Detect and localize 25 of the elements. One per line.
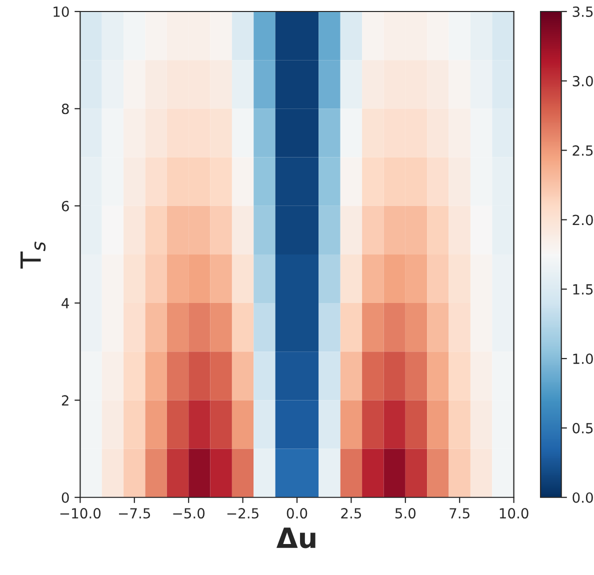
- color-bar-label: 3.0: [572, 76, 593, 86]
- x-tick-label: 5.0: [395, 508, 416, 519]
- x-tick-label: −2.5: [227, 508, 258, 519]
- y-tick-label: 2: [62, 395, 68, 406]
- y-tick-label: 0: [62, 492, 69, 503]
- color-bar-label: 0.0: [572, 492, 593, 503]
- color-bar-label: 1.0: [573, 354, 593, 364]
- x-tick-label: 7.5: [450, 508, 470, 519]
- y-tick-label: 10: [54, 6, 69, 17]
- x-tick-label: 2.5: [341, 508, 362, 519]
- color-bar-label: 2.5: [572, 145, 593, 156]
- y-tick-label: 6: [62, 200, 69, 212]
- y-axis-title: T$_{s}$: [20, 242, 46, 269]
- color-bar-label: 3.5: [572, 6, 593, 17]
- color-bar-label: 2.0: [572, 214, 593, 226]
- x-tick-label: 10.0: [500, 508, 528, 519]
- y-tick-label: 8: [62, 104, 69, 114]
- x-tick-label: −10.0: [60, 508, 101, 519]
- color-bar-label: 0.5: [572, 422, 593, 434]
- x-tick-label: −5.0: [173, 508, 205, 519]
- x-tick-label: −7.5: [119, 508, 150, 519]
- color-bar-label: 1.5: [573, 284, 593, 295]
- x-axis-title: Δu: [276, 528, 316, 548]
- y-tick-label: 4: [62, 298, 69, 308]
- x-tick-label: 0.0: [286, 508, 308, 519]
